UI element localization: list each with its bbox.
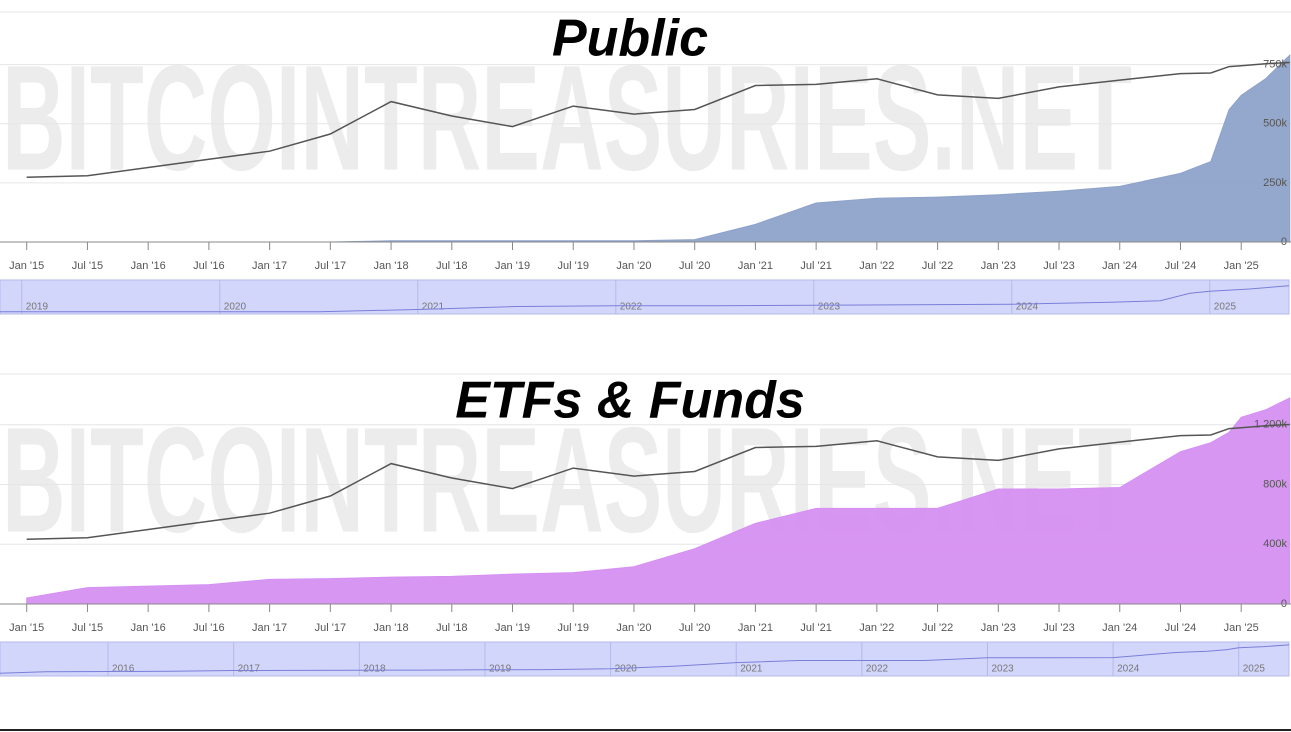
x-tick-label: Jan '19 bbox=[495, 622, 530, 634]
navigator-label: 2024 bbox=[1016, 302, 1039, 313]
x-tick-label: Jul '24 bbox=[1165, 260, 1196, 272]
navigator-label: 2017 bbox=[238, 664, 261, 675]
x-tick-label: Jan '22 bbox=[859, 622, 894, 634]
navigator-label: 2022 bbox=[620, 302, 643, 313]
x-tick-label: Jul '22 bbox=[922, 260, 953, 272]
x-tick-label: Jul '16 bbox=[193, 260, 224, 272]
x-tick-label: Jan '16 bbox=[131, 622, 166, 634]
x-tick-label: Jan '20 bbox=[616, 622, 651, 634]
x-tick-label: Jul '15 bbox=[72, 622, 103, 634]
price-line bbox=[26, 423, 1290, 541]
watermark: BITCOINTREASURIES.NET bbox=[2, 34, 1132, 202]
x-tick-label: Jul '17 bbox=[315, 260, 346, 272]
navigator-label: 2019 bbox=[26, 302, 49, 313]
y-tick-label: 1 200k bbox=[1254, 419, 1288, 431]
x-tick-label: Jan '25 bbox=[1224, 622, 1259, 634]
navigator-label: 2021 bbox=[740, 664, 763, 675]
x-tick-label: Jan '25 bbox=[1224, 260, 1259, 272]
y-tick-label: 500k bbox=[1263, 118, 1287, 130]
holdings-area bbox=[26, 397, 1291, 605]
x-tick-label: Jul '23 bbox=[1043, 622, 1074, 634]
x-tick-label: Jan '18 bbox=[373, 622, 408, 634]
navigator-label: 2023 bbox=[818, 302, 841, 313]
x-tick-label: Jan '16 bbox=[131, 260, 166, 272]
navigator-label: 2020 bbox=[224, 302, 247, 313]
y-tick-label: 750k bbox=[1263, 59, 1287, 71]
x-tick-label: Jan '15 bbox=[9, 622, 44, 634]
x-tick-label: Jul '21 bbox=[800, 622, 831, 634]
navigator-line bbox=[0, 285, 1290, 313]
x-tick-label: Jul '18 bbox=[436, 622, 467, 634]
x-tick-label: Jan '18 bbox=[373, 260, 408, 272]
x-tick-label: Jan '22 bbox=[859, 260, 894, 272]
x-tick-label: Jul '23 bbox=[1043, 260, 1074, 272]
navigator-label: 2019 bbox=[489, 664, 512, 675]
x-tick-label: Jan '23 bbox=[981, 260, 1016, 272]
navigator-label: 2020 bbox=[615, 664, 638, 675]
chart-title: Public bbox=[552, 10, 708, 68]
x-tick-label: Jul '19 bbox=[558, 622, 589, 634]
x-tick-label: Jul '18 bbox=[436, 260, 467, 272]
x-tick-label: Jan '21 bbox=[738, 260, 773, 272]
navigator-label: 2021 bbox=[422, 302, 445, 313]
x-tick-label: Jul '21 bbox=[800, 260, 831, 272]
navigator-line bbox=[0, 644, 1290, 674]
x-tick-label: Jul '19 bbox=[558, 260, 589, 272]
navigator-label: 2024 bbox=[1117, 664, 1140, 675]
navigator-label: 2025 bbox=[1214, 302, 1237, 313]
x-tick-label: Jul '20 bbox=[679, 260, 710, 272]
y-tick-label: 250k bbox=[1263, 177, 1287, 189]
navigator-label: 2016 bbox=[112, 664, 135, 675]
x-tick-label: Jul '22 bbox=[922, 622, 953, 634]
navigator-label: 2025 bbox=[1243, 664, 1266, 675]
x-tick-label: Jul '17 bbox=[315, 622, 346, 634]
x-tick-label: Jul '20 bbox=[679, 622, 710, 634]
x-tick-label: Jan '15 bbox=[9, 260, 44, 272]
y-tick-label: 800k bbox=[1263, 478, 1287, 490]
x-tick-label: Jan '21 bbox=[738, 622, 773, 634]
y-tick-label: 400k bbox=[1263, 538, 1287, 550]
x-tick-label: Jul '24 bbox=[1165, 622, 1196, 634]
x-tick-label: Jul '16 bbox=[193, 622, 224, 634]
chart-title: ETFs & Funds bbox=[455, 372, 805, 430]
x-tick-label: Jan '24 bbox=[1102, 622, 1137, 634]
x-tick-label: Jan '17 bbox=[252, 622, 287, 634]
navigator bbox=[0, 279, 1290, 315]
x-tick-label: Jan '19 bbox=[495, 260, 530, 272]
x-tick-label: Jan '17 bbox=[252, 260, 287, 272]
price-line bbox=[26, 61, 1290, 179]
navigator-label: 2018 bbox=[363, 664, 386, 675]
x-tick-label: Jan '20 bbox=[616, 260, 651, 272]
x-tick-label: Jan '23 bbox=[981, 622, 1016, 634]
x-tick-label: Jan '24 bbox=[1102, 260, 1137, 272]
x-tick-label: Jul '15 bbox=[72, 260, 103, 272]
navigator-label: 2023 bbox=[991, 664, 1014, 675]
navigator-label: 2022 bbox=[866, 664, 889, 675]
